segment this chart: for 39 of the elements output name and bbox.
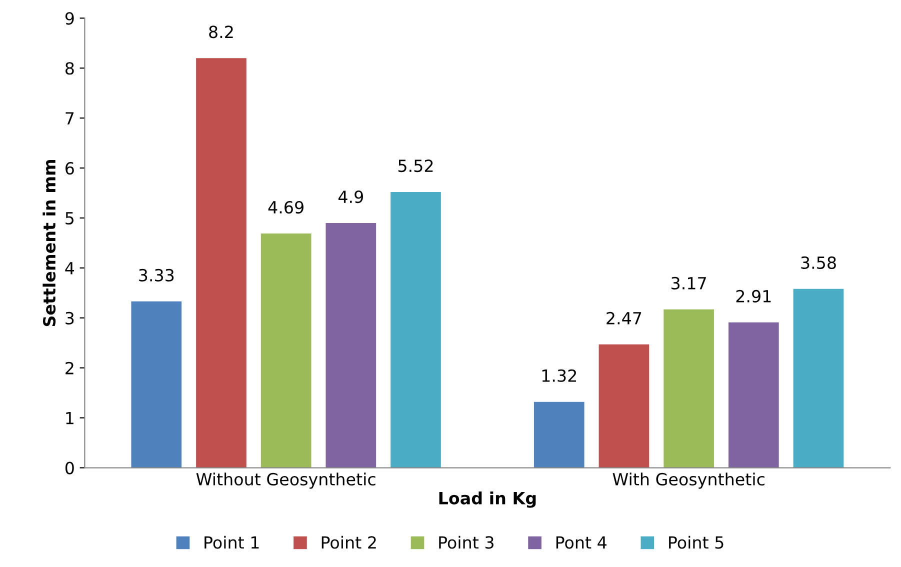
legend-label: Point 2 [322, 536, 376, 549]
bar [326, 222, 376, 468]
y-tick-label: 9 [65, 12, 74, 25]
y-tick-label: 0 [65, 462, 74, 474]
bar [793, 288, 844, 468]
bar [390, 192, 441, 468]
data-label: 3.58 [801, 256, 836, 270]
y-tick-label: 6 [66, 162, 74, 175]
legend-label: Point 3 [439, 536, 494, 549]
bar [728, 322, 779, 468]
y-tick-label: 8 [66, 62, 74, 75]
data-label: 1.32 [542, 369, 576, 382]
data-label: 2.47 [606, 312, 642, 324]
legend-label: Pont 4 [556, 536, 606, 549]
data-label: 4.69 [268, 200, 304, 214]
x-tick-label: Without Geosynthetic [196, 472, 376, 489]
y-tick-label: 3 [66, 312, 74, 324]
legend-label: Point 1 [204, 536, 259, 549]
y-tick-label: 4 [65, 262, 74, 274]
data-label: 3.17 [672, 276, 706, 290]
data-label: 2.91 [736, 290, 771, 302]
bar [598, 344, 650, 468]
data-label: 5.52 [398, 160, 433, 172]
data-label: 4.9 [338, 190, 363, 204]
bar [534, 402, 584, 468]
data-label: 8.2 [209, 26, 233, 38]
y-tick-label: 2 [66, 362, 74, 374]
legend-label: Point 5 [669, 536, 724, 549]
data-label: 3.33 [139, 268, 174, 282]
y-tick-label: 7 [66, 112, 74, 124]
y-tick-label: 1 [66, 412, 74, 424]
x-tick-label: With Geosynthetic [612, 472, 764, 489]
bar [131, 301, 182, 468]
bar [260, 233, 312, 468]
bar [196, 58, 246, 468]
x-axis-title: Load in Kg [439, 492, 536, 508]
y-tick-label: 5 [66, 212, 74, 225]
y-axis-title: Settlement in mm [42, 160, 56, 326]
bar [664, 309, 714, 468]
